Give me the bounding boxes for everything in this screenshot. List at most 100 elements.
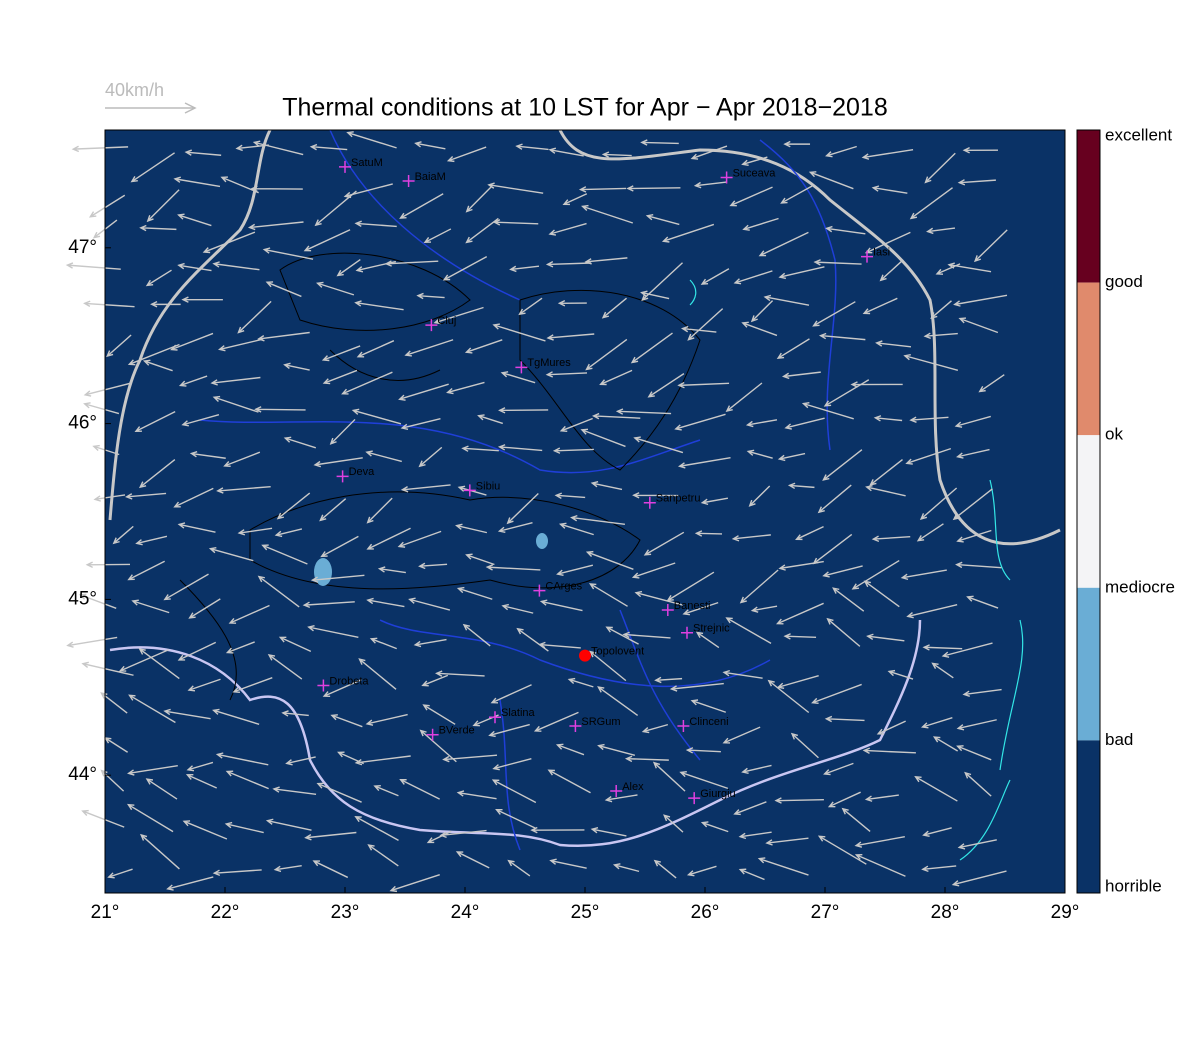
wind-arrow <box>85 561 131 568</box>
wind-arrow <box>257 575 300 608</box>
wind-arrow <box>930 300 952 319</box>
wind-arrow <box>265 281 302 298</box>
wind-arrow <box>741 156 768 166</box>
wind-arrow <box>125 492 167 500</box>
wind-arrow <box>941 642 993 658</box>
wind-arrow <box>588 583 628 607</box>
wind-arrow <box>254 406 306 413</box>
wind-arrow <box>964 771 992 797</box>
colorbar-label: good <box>1105 272 1143 291</box>
wind-arrow <box>138 648 180 680</box>
wind-arrow <box>931 662 954 679</box>
site-label: BaiaM <box>415 171 446 183</box>
wind-arrow <box>419 729 457 763</box>
site-marker <box>489 711 501 724</box>
wind-arrow <box>217 338 263 352</box>
wind-arrow <box>309 143 348 151</box>
wind-arrow <box>146 189 180 223</box>
wind-arrow <box>552 447 594 454</box>
wind-arrow <box>163 573 209 601</box>
y-tick-label: 47° <box>68 237 97 258</box>
wind-arrow <box>626 185 681 192</box>
colorbar-segment <box>1077 740 1100 893</box>
wind-arrow <box>354 815 399 841</box>
wind-arrow <box>581 204 634 224</box>
x-tick-label: 21° <box>91 902 120 923</box>
wind-arrow <box>827 791 861 808</box>
wind-arrow <box>106 334 132 358</box>
site-marker <box>610 785 623 798</box>
wind-arrow <box>501 603 534 614</box>
wind-arrow <box>615 408 672 415</box>
wind-arrow <box>591 412 641 420</box>
wind-arrow <box>956 745 992 761</box>
wind-arrow <box>354 300 404 311</box>
site-label: Slatina <box>501 707 536 719</box>
wind-arrow <box>435 670 485 677</box>
site-label: Iasi <box>873 246 890 258</box>
wind-arrow <box>261 544 308 565</box>
wind-arrow <box>774 797 824 804</box>
wind-arrow <box>954 415 991 428</box>
wind-arrow <box>83 382 132 397</box>
wind-arrow <box>212 395 259 413</box>
wind-arrow <box>695 631 720 649</box>
wind-arrow <box>83 402 120 415</box>
wind-arrow <box>330 714 363 728</box>
wind-arrow <box>515 143 549 151</box>
wind-arrow <box>92 444 120 456</box>
wind-arrow <box>748 485 771 507</box>
wind-arrow <box>225 770 269 790</box>
wind-arrow <box>346 131 397 149</box>
wind-arrow <box>138 459 176 489</box>
wind-arrow <box>310 574 365 583</box>
wind-arrow <box>367 844 399 867</box>
wind-arrow <box>495 808 536 829</box>
wind-arrow <box>871 185 908 194</box>
border-line <box>108 129 1061 546</box>
wind-arrow <box>900 569 947 581</box>
wind-arrow <box>500 371 536 384</box>
wind-arrow <box>654 676 683 684</box>
wind-arrow <box>539 599 583 612</box>
wind-arrow <box>177 262 212 272</box>
terrain-contours <box>179 252 701 701</box>
wind-arrow <box>285 756 316 766</box>
wind-arrow <box>302 601 355 609</box>
wind-arrow <box>776 675 819 689</box>
wind-arrow <box>134 410 176 433</box>
wind-arrow <box>71 145 129 153</box>
wind-arrow <box>506 492 539 525</box>
wind-arrow <box>414 141 446 150</box>
site-label: Deva <box>349 466 376 478</box>
site-marker <box>861 250 873 263</box>
wind-arrow <box>700 268 730 285</box>
wind-arrow <box>826 617 861 647</box>
wind-arrow <box>272 786 317 796</box>
wind-arrow <box>545 371 588 378</box>
site-label: TgMures <box>527 357 571 369</box>
wind-arrow <box>354 220 397 228</box>
wind-arrow <box>418 446 443 468</box>
wind-arrow <box>212 869 262 877</box>
wind-arrow <box>632 492 679 499</box>
wind-arrow <box>690 145 728 160</box>
wind-arrow <box>973 229 1008 263</box>
wind-arrow <box>329 418 356 445</box>
wind-arrow <box>127 765 178 776</box>
wind-arrow <box>854 853 906 877</box>
wind-arrow <box>186 761 214 772</box>
wind-arrow <box>825 145 857 158</box>
wind-arrow <box>630 332 673 364</box>
wind-arrow <box>188 598 221 619</box>
wind-arrow <box>781 371 821 380</box>
wind-arrow <box>384 260 439 267</box>
x-tick-label: 28° <box>931 902 960 923</box>
x-tick-label: 26° <box>691 902 720 923</box>
wind-arrow <box>652 761 686 792</box>
wind-arrow <box>733 270 773 285</box>
wind-arrow <box>389 874 440 893</box>
wind-arrow <box>341 371 393 395</box>
wind-arrow <box>693 181 727 189</box>
wind-arrow <box>404 339 454 357</box>
